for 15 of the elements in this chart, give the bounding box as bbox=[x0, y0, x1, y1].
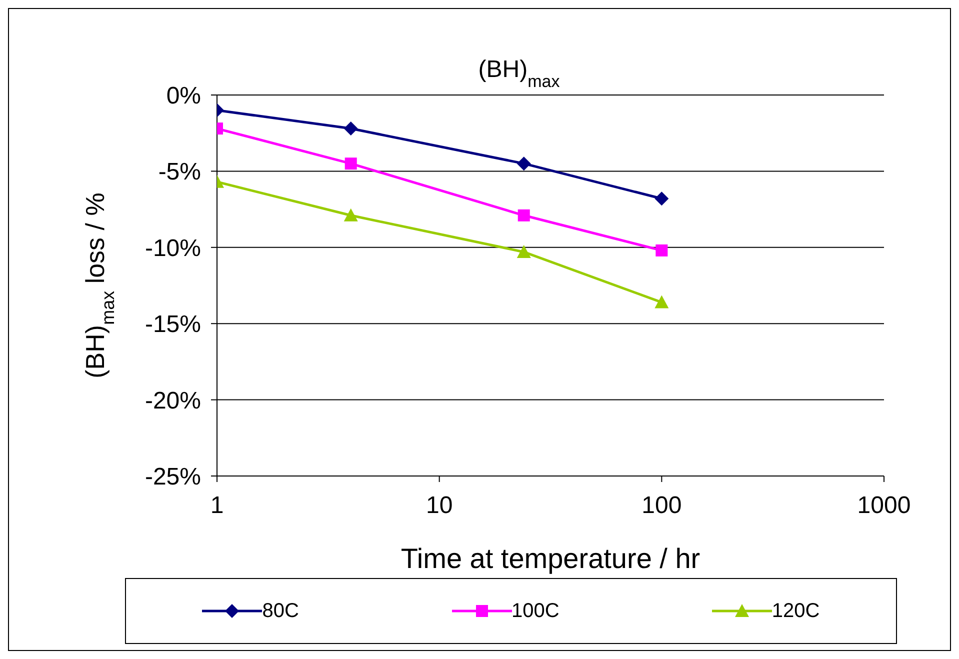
y-tick-label: -25% bbox=[144, 464, 201, 491]
y-tick-label: -5% bbox=[158, 158, 201, 186]
legend-label: 80C bbox=[262, 600, 299, 622]
y-tick-label: -10% bbox=[144, 234, 201, 262]
legend-label: 100C bbox=[512, 600, 560, 622]
x-tick-label: 1000 bbox=[857, 492, 911, 520]
chart-title: (BH)$_{max}$ bbox=[478, 56, 560, 90]
legend-label: 120C bbox=[772, 600, 820, 622]
x-axis-title: Time at temperature / hr bbox=[400, 543, 700, 574]
y-tick-label: 0% bbox=[166, 82, 201, 110]
y-tick-label: -20% bbox=[144, 387, 201, 414]
x-tick-label: 10 bbox=[426, 492, 453, 520]
x-tick-label: 1 bbox=[210, 492, 224, 520]
y-tick-label: -15% bbox=[144, 311, 201, 338]
x-tick-label: 100 bbox=[642, 492, 682, 520]
